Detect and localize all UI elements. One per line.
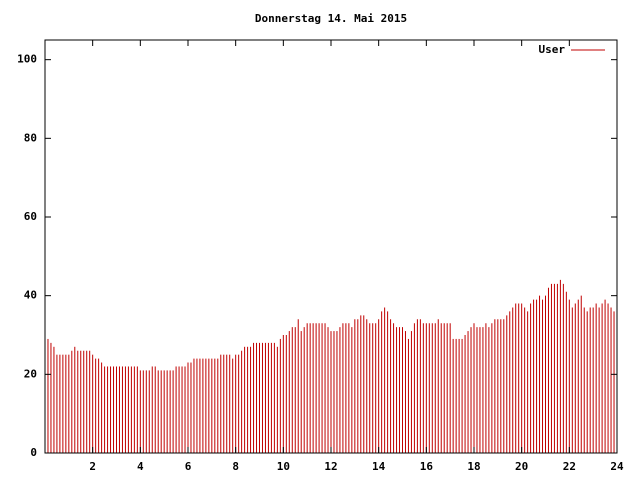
x-tick-label: 20 [515, 460, 528, 473]
y-tick-label: 40 [24, 289, 37, 302]
x-tick-label: 8 [232, 460, 239, 473]
x-tick-label: 12 [324, 460, 337, 473]
x-tick-label: 14 [372, 460, 386, 473]
x-tick-label: 10 [277, 460, 290, 473]
x-tick-label: 22 [563, 460, 576, 473]
y-tick-label: 0 [30, 446, 37, 459]
y-tick-label: 20 [24, 367, 37, 380]
x-tick-label: 6 [185, 460, 192, 473]
x-tick-label: 4 [137, 460, 144, 473]
y-tick-label: 80 [24, 131, 37, 144]
x-tick-label: 24 [610, 460, 624, 473]
x-tick-label: 2 [89, 460, 96, 473]
y-tick-label: 60 [24, 210, 37, 223]
legend-label: User [539, 43, 566, 56]
x-tick-label: 16 [420, 460, 434, 473]
chart-title: Donnerstag 14. Mai 2015 [255, 12, 407, 25]
x-tick-label: 18 [467, 460, 480, 473]
y-tick-label: 100 [17, 53, 37, 66]
